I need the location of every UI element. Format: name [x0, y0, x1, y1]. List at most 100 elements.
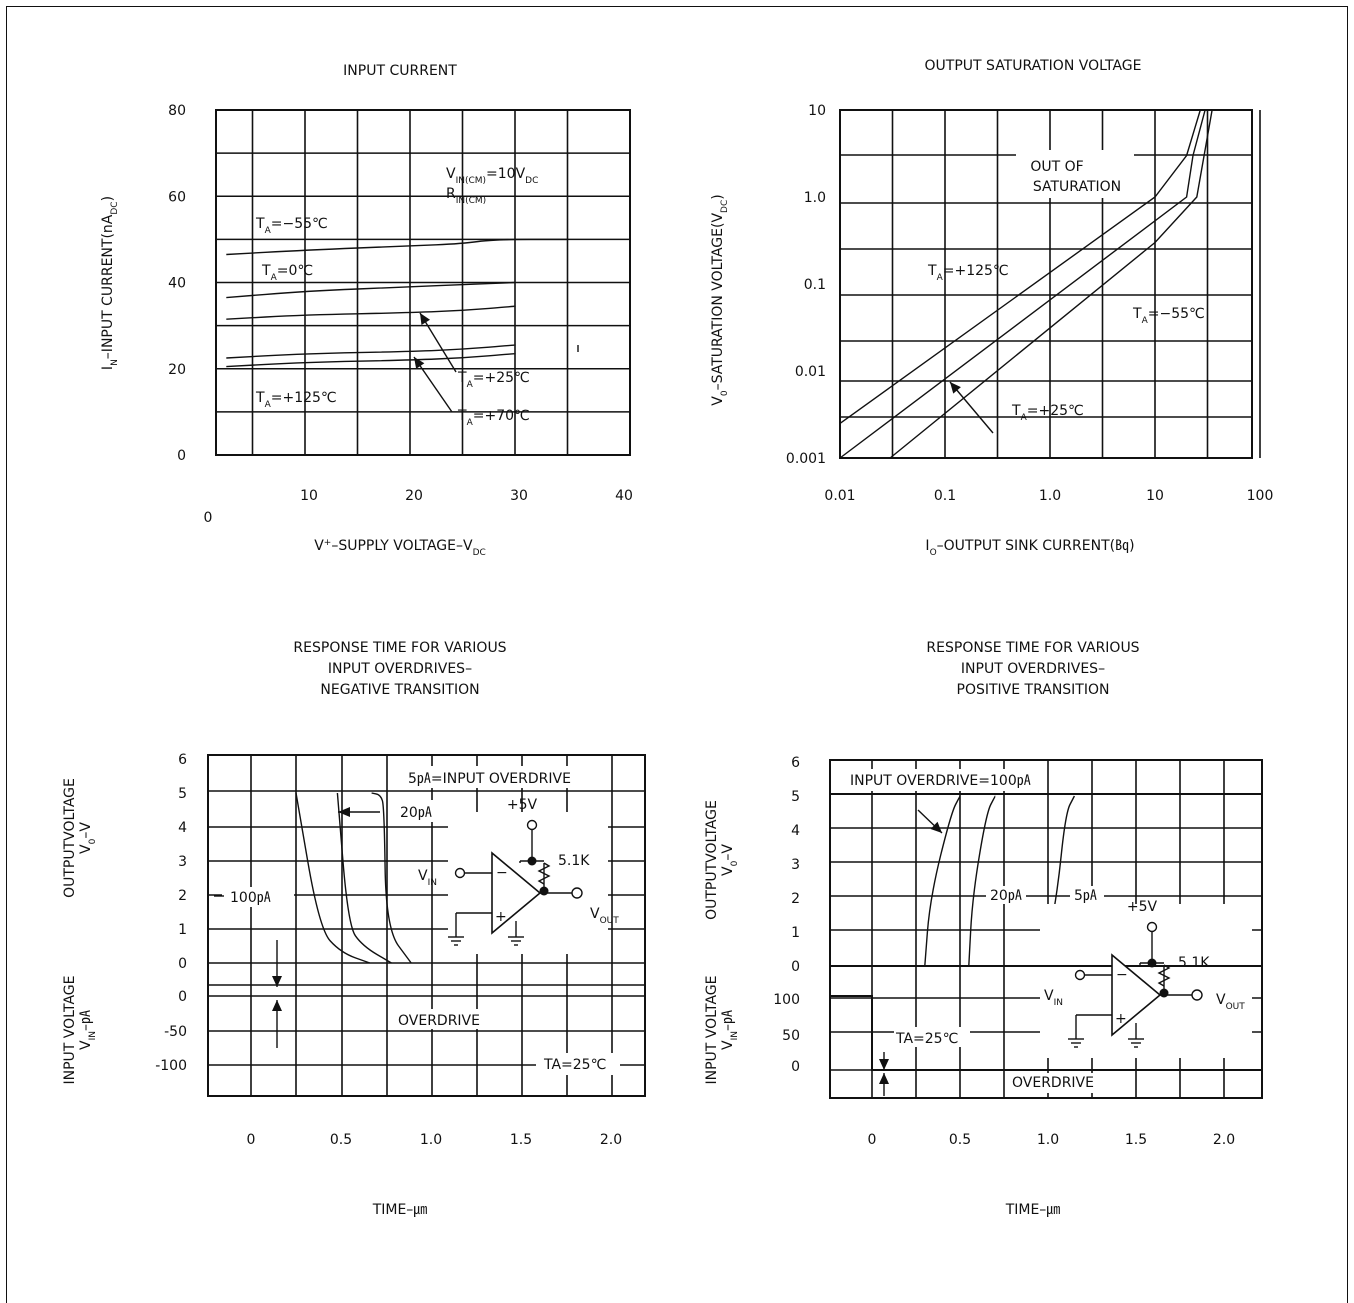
pos-input-arrow-up-head: [879, 1073, 889, 1084]
neg-plus5-label: +5V: [507, 797, 538, 813]
pos-overdrive5-mask: [1070, 886, 1104, 904]
input-current-y-tick: 20: [168, 362, 186, 378]
neg-response-y-tick-output: 5: [178, 786, 187, 802]
page-frame: [6, 6, 1348, 1303]
saturation-xlabel: IO–OUTPUT SINK CURRENT(㏃): [925, 538, 1134, 558]
neg-response-y-tick-output: 6: [178, 752, 187, 768]
ta-25-arrow-head: [420, 313, 430, 325]
pos-response-ylabel-input: INPUT VOLTAGE: [704, 975, 720, 1084]
pos-input-step: [830, 995, 1262, 1071]
pos-vin-terminal: [1074, 969, 1086, 981]
pos-vout-terminal: [1191, 989, 1203, 1001]
pos-response-x-tick: 0: [868, 1132, 877, 1148]
neg-overdrive5-label: 5㎀=INPUT OVERDRIVE: [408, 771, 571, 787]
neg-resistor-label: 5.1K: [558, 853, 590, 869]
neg-response-series-line: [336, 792, 392, 964]
neg-vout-label: VOUT: [590, 906, 619, 926]
pos-response-x-tick: 1.5: [1125, 1132, 1147, 1148]
pos-input-arrow-down-head: [879, 1059, 889, 1070]
neg-response-y-tick-output: 2: [178, 888, 187, 904]
ta-0-label: TA=0℃: [261, 263, 313, 283]
neg-response-y-tick-input: -100: [155, 1058, 187, 1074]
pos-response-y-tick-input: 0: [791, 1059, 800, 1075]
neg-response-y-tick-input: -50: [164, 1024, 187, 1040]
saturation-x-tick: 0.01: [824, 488, 855, 504]
input-current-x-tick: 30: [510, 488, 528, 504]
neg-response-y-tick-input: 0: [178, 989, 187, 1005]
neg-overdrive-label: OVERDRIVE: [398, 1013, 480, 1029]
pos-response-y-tick-output: 1: [791, 925, 800, 941]
neg-opamp-triangle: [491, 851, 542, 935]
pos-response-series-line: [968, 795, 996, 967]
neg-response-y-tick-output: 3: [178, 854, 187, 870]
neg-overdrive100-mask: [222, 887, 294, 907]
neg-input-arrow-down-head: [272, 976, 282, 987]
neg-response-x-tick: 2.0: [600, 1132, 622, 1148]
saturation-y-tick: 1.0: [804, 190, 826, 206]
sat-ta-125-label: TA=+125℃: [927, 263, 1009, 283]
neg-response-plot-area: [207, 754, 646, 1097]
pos-response-title: INPUT OVERDRIVES–: [961, 661, 1105, 677]
saturation-series-line: [889, 109, 1213, 459]
input-current-series-line: [226, 281, 516, 299]
neg-vin-terminal: [454, 867, 466, 879]
rin-cm-label: RIN(CM): [446, 186, 486, 206]
pos-overdrive20-label: 20㎀: [990, 888, 1022, 904]
neg-response-ylabel-output-sub: V0–V: [78, 822, 98, 854]
out-of-saturation-box: [1016, 150, 1134, 198]
input-current-title: INPUT CURRENT: [343, 63, 457, 79]
neg-overdrive5-mask: [400, 766, 596, 788]
saturation-plot-area: [839, 109, 1253, 459]
pos-response-y-tick-input: 100: [773, 992, 800, 1008]
pos-response-x-tick: 1.0: [1037, 1132, 1059, 1148]
saturation-x-tick: 0.1: [934, 488, 956, 504]
saturation-series-line: [839, 109, 1201, 424]
input-current-y-tick: 80: [168, 103, 186, 119]
input-current-plot-area: [215, 109, 631, 456]
neg-response-x-tick: 0.5: [330, 1132, 352, 1148]
input-current-y-tick: 0: [177, 448, 186, 464]
pos-circuit-mask: [1040, 904, 1252, 1058]
pos-vin-label: VIN: [1044, 988, 1063, 1008]
pos-response-series-line: [924, 795, 961, 967]
neg-response-title: NEGATIVE TRANSITION: [320, 682, 479, 698]
ta-25-label: TA=+25℃: [457, 370, 530, 390]
pos-response-y-tick-output: 4: [791, 823, 800, 839]
sat-ta-m55-label: TA=−55℃: [1132, 306, 1205, 326]
neg-overdrive20-mask: [390, 800, 450, 822]
pos-resistor-icon: [1157, 964, 1171, 987]
neg-vout-terminal: [571, 887, 583, 899]
saturation-y-tick: 10: [808, 103, 826, 119]
input-current-series-line: [226, 352, 516, 368]
neg-response-series-line: [371, 792, 412, 964]
neg-response-series-line: [295, 792, 371, 964]
neg-response-xlabel: TIME–㎛: [372, 1202, 428, 1218]
saturation-y-tick: 0.001: [786, 451, 826, 467]
pos-response-ylabel-output: OUTPUTVOLTAGE: [704, 800, 720, 920]
neg-response-x-tick: 0: [247, 1132, 256, 1148]
input-current-ylabel: IN–INPUT CURRENT(nADC): [100, 196, 120, 370]
pos-opamp-plus: +: [1115, 1011, 1127, 1027]
ta-70-arrow: [413, 356, 453, 413]
out-of-saturation-label-1: OUT OF: [1030, 159, 1083, 175]
neg-response-x-tick: 1.0: [420, 1132, 442, 1148]
input-current-x-origin: 0: [204, 510, 213, 526]
input-current-series-line: [226, 305, 516, 320]
pos-supply-terminal: [1146, 921, 1158, 933]
ta-70-label: TA=+70℃: [457, 408, 530, 428]
neg-opamp-minus: −: [496, 865, 508, 881]
pos-opamp-minus: −: [1116, 967, 1128, 983]
pos-overdrive-label: OVERDRIVE: [1012, 1075, 1094, 1091]
pos-response-y-tick-output: 3: [791, 857, 800, 873]
saturation-x-tick: 1.0: [1039, 488, 1061, 504]
sat-ta-25-label: TA=+25℃: [1011, 403, 1084, 423]
ta-125-label: TA=+125℃: [255, 390, 337, 410]
neg-response-ylabel-input-sub: VIN–㎀: [78, 1010, 98, 1050]
pos-overdrive5-label: 5㎀: [1074, 888, 1097, 904]
pos-overdrive20-mask: [986, 886, 1026, 904]
out-of-saturation-label-2: SATURATION: [1033, 179, 1121, 195]
pos-vout-label: VOUT: [1216, 992, 1245, 1012]
neg-overdrive20-label: 20㎀: [400, 805, 432, 821]
neg-response-x-tick: 1.5: [510, 1132, 532, 1148]
pos-plus5-label: +5V: [1127, 899, 1158, 915]
